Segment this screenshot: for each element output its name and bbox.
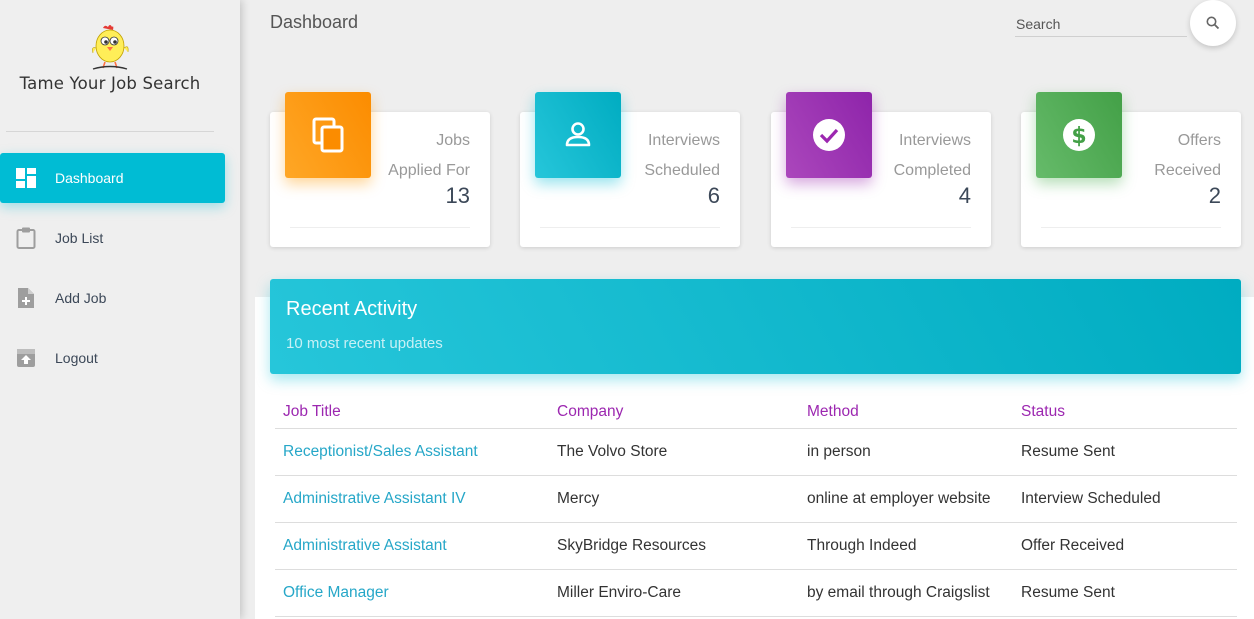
page-title: Dashboard [270, 12, 359, 32]
sidebar-item-dashboard[interactable]: Dashboard [0, 153, 225, 203]
company-cell: The Volvo Store [549, 428, 799, 476]
logo[interactable]: Tame Your Job Search [0, 22, 220, 102]
person-icon [565, 122, 591, 147]
sidebar-item-label: Add Job [55, 290, 107, 306]
sidebar-item-add-job[interactable]: Add Job [0, 273, 225, 323]
stat-value: 2 [1208, 183, 1221, 208]
job-title-link[interactable]: Administrative Assistant [275, 522, 549, 570]
company-cell: Mercy [549, 475, 799, 523]
stat-category-line1: Offers [1177, 132, 1221, 149]
table-header-row: Job Title Company Method Status [275, 396, 1237, 429]
check-circle-icon [813, 119, 845, 151]
sidebar-item-label: Job List [55, 230, 104, 246]
stat-category: Offers Received [1154, 126, 1221, 186]
search-button[interactable] [1190, 0, 1236, 46]
sidebar-item-label: Dashboard [55, 170, 124, 186]
stat-value: 13 [445, 183, 470, 208]
search-icon [1206, 16, 1220, 30]
method-cell: Through Indeed [799, 522, 1013, 570]
stat-category-line2: Scheduled [644, 162, 720, 179]
panel-subtitle: 10 most recent updates [286, 335, 443, 352]
stat-card-interviews-scheduled: Interviews Scheduled 6 [520, 92, 740, 247]
company-cell: Miller Enviro-Care [549, 569, 799, 617]
status-cell: Resume Sent [1013, 428, 1237, 476]
method-cell: online at employer website [799, 475, 1013, 523]
card-divider [540, 227, 720, 228]
add-file-icon [15, 287, 37, 309]
status-cell: Resume Sent [1013, 569, 1237, 617]
column-header-status[interactable]: Status [1013, 396, 1237, 429]
stat-card-jobs-applied: Jobs Applied For 13 [270, 92, 490, 247]
company-cell: SkyBridge Resources [549, 522, 799, 570]
job-title-link[interactable]: Office Manager [275, 569, 549, 617]
table-row: Office Manager Miller Enviro-Care by ema… [275, 569, 1237, 617]
sidebar-item-label: Logout [55, 350, 98, 366]
search-input[interactable] [1015, 12, 1187, 36]
sidebar-item-job-list[interactable]: Job List [0, 213, 225, 263]
column-header-company[interactable]: Company [549, 396, 799, 429]
status-cell: Offer Received [1013, 522, 1237, 570]
stat-value: 4 [958, 183, 971, 208]
stat-category: Interviews Scheduled [644, 126, 720, 186]
card-divider [1041, 227, 1221, 228]
column-header-method[interactable]: Method [799, 396, 1013, 429]
stat-value: 6 [707, 183, 720, 208]
logout-icon [15, 347, 37, 369]
sidebar-divider [6, 131, 214, 132]
stat-category-line2: Completed [893, 162, 971, 179]
search-field [1015, 12, 1187, 37]
svg-text:$: $ [1071, 124, 1086, 149]
method-cell: in person [799, 428, 1013, 476]
chick-logo-icon [92, 25, 129, 70]
clipboard-icon [15, 227, 37, 249]
job-title-link[interactable]: Administrative Assistant IV [275, 475, 549, 523]
sidebar-item-logout[interactable]: Logout [0, 333, 225, 383]
stat-icon-box [786, 92, 872, 178]
recent-activity-header: Recent Activity 10 most recent updates [270, 279, 1241, 374]
table-row: Administrative Assistant SkyBridge Resou… [275, 522, 1237, 570]
job-title-link[interactable]: Receptionist/Sales Assistant [275, 428, 549, 476]
copy-icon [312, 117, 344, 153]
table-row: Administrative Assistant IV Mercy online… [275, 475, 1237, 523]
stat-icon-box: $ [1036, 92, 1122, 178]
activity-table: Job Title Company Method Status Receptio… [275, 396, 1237, 617]
stat-card-interviews-completed: Interviews Completed 4 [771, 92, 991, 247]
stat-category: Interviews Completed [894, 126, 971, 186]
stat-icon-box [535, 92, 621, 178]
dollar-icon: $ [1063, 119, 1095, 151]
stat-category-line2: Applied For [388, 162, 470, 179]
sidebar: Tame Your Job Search Dashboard Job List … [0, 0, 240, 619]
stat-category-line1: Interviews [647, 132, 720, 149]
panel-title: Recent Activity [286, 298, 418, 320]
method-cell: by email through Craigslist [799, 569, 1013, 617]
logo-text: Tame Your Job Search [19, 74, 201, 93]
column-header-job-title[interactable]: Job Title [275, 396, 549, 429]
stat-category-line1: Jobs [436, 132, 470, 149]
status-cell: Interview Scheduled [1013, 475, 1237, 523]
dashboard-icon [15, 167, 37, 189]
card-divider [290, 227, 470, 228]
stat-category-line1: Interviews [898, 132, 971, 149]
stat-icon-box [285, 92, 371, 178]
stat-card-offers-received: $ Offers Received 2 [1021, 92, 1241, 247]
stat-category-line2: Received [1154, 162, 1221, 179]
card-divider [791, 227, 971, 228]
sidebar-nav: Dashboard Job List Add Job Logout [0, 153, 240, 393]
table-row: Receptionist/Sales Assistant The Volvo S… [275, 428, 1237, 476]
stat-category: Jobs Applied For [388, 126, 470, 186]
